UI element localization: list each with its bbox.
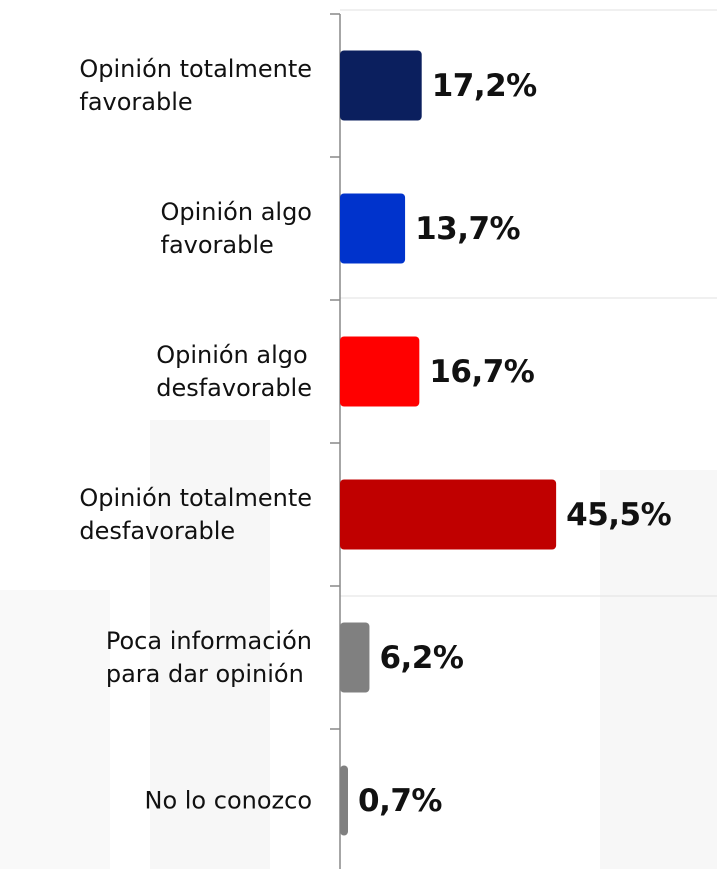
value-label: 17,2%: [431, 67, 538, 104]
category-label: No lo conozco: [144, 786, 313, 814]
category-label: Opinión algo desfavorable: [156, 340, 312, 402]
category-label: Poca información para dar opinión: [105, 626, 312, 688]
value-label: 45,5%: [566, 496, 672, 533]
category-label: Opinión totalmente desfavorable: [79, 483, 312, 545]
value-label: 13,7%: [415, 210, 521, 247]
bar: [340, 336, 420, 407]
value-label: 16,7%: [429, 353, 535, 390]
bar: [340, 50, 422, 121]
bar: [340, 622, 370, 693]
background-building: [600, 470, 717, 869]
value-label: 0,7%: [358, 782, 442, 819]
bar: [340, 479, 557, 550]
background-building: [150, 420, 270, 869]
bar: [340, 765, 348, 836]
category-label: Opinión totalmente favorable: [79, 54, 312, 116]
category-label: Opinión algo favorable: [160, 197, 313, 259]
bar: [340, 193, 406, 264]
value-label: 6,2%: [379, 639, 464, 676]
background-building: [0, 590, 110, 869]
